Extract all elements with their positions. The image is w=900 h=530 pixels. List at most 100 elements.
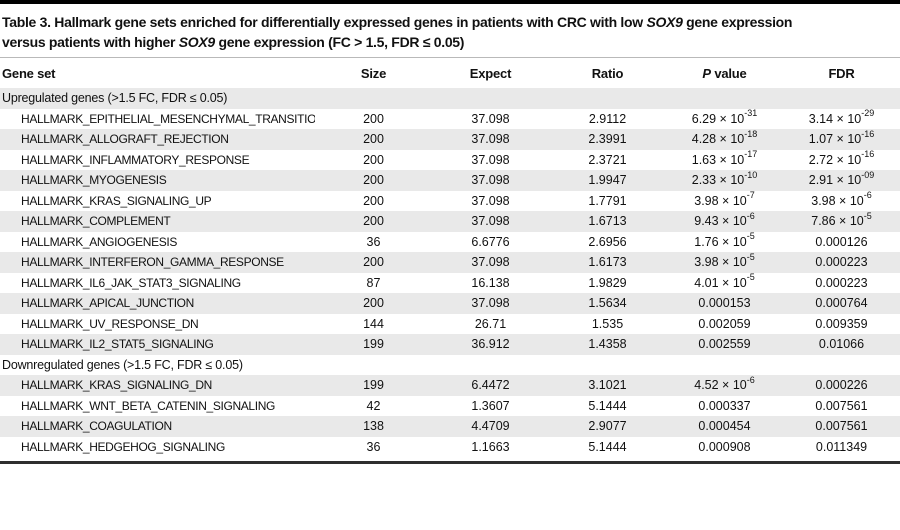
- table-row: HALLMARK_KRAS_SIGNALING_DN 199 6.4472 3.102…: [0, 375, 900, 396]
- expect-cell: 37.098: [471, 255, 510, 269]
- fdr-cell: 0.011349: [815, 439, 868, 454]
- fdr-cell: 2.72 × 10-16: [808, 149, 875, 167]
- table-row: HALLMARK_COMPLEMENT 200 37.098 1.6713 9.43 ×…: [0, 211, 900, 232]
- fdr-cell: 1.07 × 10-16: [808, 129, 875, 146]
- table-row: HALLMARK_WNT_BETA_CATENIN_SIGNALING 42 1.3…: [0, 396, 900, 417]
- p-value-cell: 3.98 × 10-7: [694, 190, 755, 208]
- ratio-cell: 1.9947: [588, 173, 627, 187]
- p-value-cell: 0.000337: [698, 398, 751, 413]
- p-value-cell: 6.29 × 10-31: [691, 108, 758, 126]
- expect-cell: 37.098: [471, 214, 510, 228]
- column-header-ratio: Ratio: [591, 65, 624, 81]
- ratio-cell: 3.1021: [588, 378, 627, 392]
- expect-cell: 4.4709: [471, 419, 510, 433]
- ratio-cell: 1.535: [591, 316, 624, 331]
- size-cell: 199: [363, 378, 384, 392]
- p-value-cell: 0.002559: [698, 337, 751, 351]
- table-row: HALLMARK_ALLOGRAFT_REJECTION 200 37.098 2.3…: [0, 129, 900, 150]
- ratio-cell: 1.9829: [588, 275, 627, 290]
- fdr-cell: 0.000226: [815, 378, 868, 392]
- size-cell: 200: [363, 152, 384, 167]
- expect-cell: 26.71: [474, 316, 507, 331]
- gene-set-cell: HALLMARK_IL6_JAK_STAT3_SIGNALING: [21, 275, 241, 290]
- table-row: HALLMARK_EPITHELIAL_MESENCHYMAL_TRANSITI…: [0, 109, 900, 130]
- gene-set-cell: HALLMARK_KRAS_SIGNALING_DN: [21, 378, 212, 392]
- bottom-rule: [0, 461, 900, 464]
- size-cell: 199: [363, 337, 384, 351]
- fdr-cell: 0.000126: [815, 234, 868, 249]
- expect-cell: 16.138: [471, 275, 510, 290]
- table-title: Table 3. Hallmark gene sets enriched for…: [0, 12, 900, 52]
- fdr-cell: 2.91 × 10-09: [808, 170, 875, 187]
- expect-cell: 37.098: [471, 111, 510, 126]
- ratio-cell: 1.4358: [588, 337, 627, 351]
- size-cell: 87: [366, 275, 381, 290]
- gene-set-cell: HALLMARK_COAGULATION: [21, 419, 172, 433]
- table-row: HALLMARK_MYOGENESIS 200 37.098 1.9947 2.33 ×…: [0, 170, 900, 191]
- section-header-row: Upregulated genes (>1.5 FC, FDR ≤ 0.05): [0, 88, 900, 109]
- table-title-line-1: Table 3. Hallmark gene sets enriched for…: [2, 14, 793, 30]
- fdr-cell: 0.000223: [815, 255, 868, 269]
- fdr-cell: 0.007561: [815, 419, 868, 433]
- table-row: HALLMARK_COAGULATION 138 4.4709 2.9077 0.000…: [0, 416, 900, 437]
- expect-cell: 6.4472: [471, 378, 510, 392]
- section-header-label: Downregulated genes (>1.5 FC, FDR ≤ 0.05…: [2, 357, 243, 372]
- ratio-cell: 2.6956: [588, 234, 627, 249]
- gene-set-cell: HALLMARK_INFLAMMATORY_RESPONSE: [21, 152, 250, 167]
- gene-set-cell: HALLMARK_IL2_STAT5_SIGNALING: [21, 337, 214, 351]
- size-cell: 200: [363, 111, 384, 126]
- table-row: HALLMARK_APICAL_JUNCTION 200 37.098 1.5634 0…: [0, 293, 900, 314]
- p-value-cell: 0.002059: [698, 316, 751, 331]
- expect-cell: 37.098: [471, 152, 510, 167]
- gene-set-cell: HALLMARK_HEDGEHOG_SIGNALING: [21, 439, 225, 454]
- size-cell: 144: [363, 316, 384, 331]
- expect-cell: 1.1663: [471, 439, 510, 454]
- fdr-cell: 3.14 × 10-29: [808, 108, 875, 126]
- size-cell: 200: [363, 132, 384, 146]
- fdr-cell: 0.01066: [818, 337, 865, 351]
- size-cell: 200: [363, 296, 384, 310]
- size-cell: 138: [363, 419, 384, 433]
- p-value-cell: 4.52 × 10-6: [694, 375, 755, 392]
- top-rule: [0, 0, 900, 4]
- gene-set-cell: HALLMARK_ANGIOGENESIS: [21, 234, 178, 249]
- table-row: HALLMARK_INFLAMMATORY_RESPONSE 200 37.098 2…: [0, 150, 900, 171]
- expect-cell: 37.098: [471, 296, 510, 310]
- ratio-cell: 2.3991: [588, 132, 627, 146]
- expect-cell: 1.3607: [471, 398, 510, 413]
- expect-cell: 37.098: [471, 132, 510, 146]
- ratio-cell: 2.3721: [588, 152, 627, 167]
- gene-set-cell: HALLMARK_MYOGENESIS: [21, 173, 167, 187]
- hallmark-gene-sets-table: Gene set Size Expect Ratio P value FDR U…: [0, 57, 900, 457]
- gene-set-cell: HALLMARK_WNT_BETA_CATENIN_SIGNALING: [21, 398, 276, 413]
- ratio-cell: 1.6173: [588, 255, 627, 269]
- fdr-cell: 3.98 × 10-6: [811, 190, 872, 208]
- table-row: HALLMARK_HEDGEHOG_SIGNALING 36 1.1663 5.144…: [0, 437, 900, 458]
- p-value-cell: 3.98 × 10-5: [694, 252, 755, 269]
- table-row: HALLMARK_INTERFERON_GAMMA_RESPONSE 200 37.…: [0, 252, 900, 273]
- size-cell: 200: [363, 214, 384, 228]
- gene-set-cell: HALLMARK_INTERFERON_GAMMA_RESPONSE: [21, 255, 284, 269]
- paper-table-page: Table 3. Hallmark gene sets enriched for…: [0, 0, 900, 464]
- ratio-cell: 2.9077: [588, 419, 627, 433]
- column-header-expect: Expect: [469, 65, 512, 81]
- section-header-row: Downregulated genes (>1.5 FC, FDR ≤ 0.05…: [0, 355, 900, 376]
- gene-set-cell: HALLMARK_EPITHELIAL_MESENCHYMAL_TRANSITI…: [21, 111, 315, 126]
- column-header-p-value: P value: [702, 65, 747, 81]
- p-value-cell: 1.76 × 10-5: [694, 231, 755, 249]
- p-value-cell: 4.01 × 10-5: [694, 272, 755, 290]
- ratio-cell: 1.7791: [588, 193, 627, 208]
- gene-set-cell: HALLMARK_APICAL_JUNCTION: [21, 296, 194, 310]
- ratio-cell: 5.1444: [588, 439, 627, 454]
- size-cell: 42: [366, 398, 381, 413]
- table-row: HALLMARK_IL6_JAK_STAT3_SIGNALING 87 16.138…: [0, 273, 900, 294]
- table-row: HALLMARK_IL2_STAT5_SIGNALING 199 36.912 1.4…: [0, 334, 900, 355]
- size-cell: 36: [366, 234, 381, 249]
- section-header-label: Upregulated genes (>1.5 FC, FDR ≤ 0.05): [2, 91, 228, 105]
- table-row: HALLMARK_KRAS_SIGNALING_UP 200 37.098 1.779…: [0, 191, 900, 212]
- p-value-cell: 2.33 × 10-10: [691, 170, 758, 187]
- fdr-cell: 0.000764: [815, 296, 868, 310]
- table-header-row: Gene set Size Expect Ratio P value FDR: [0, 58, 900, 89]
- p-value-cell: 0.000908: [698, 439, 751, 454]
- size-cell: 36: [366, 439, 381, 454]
